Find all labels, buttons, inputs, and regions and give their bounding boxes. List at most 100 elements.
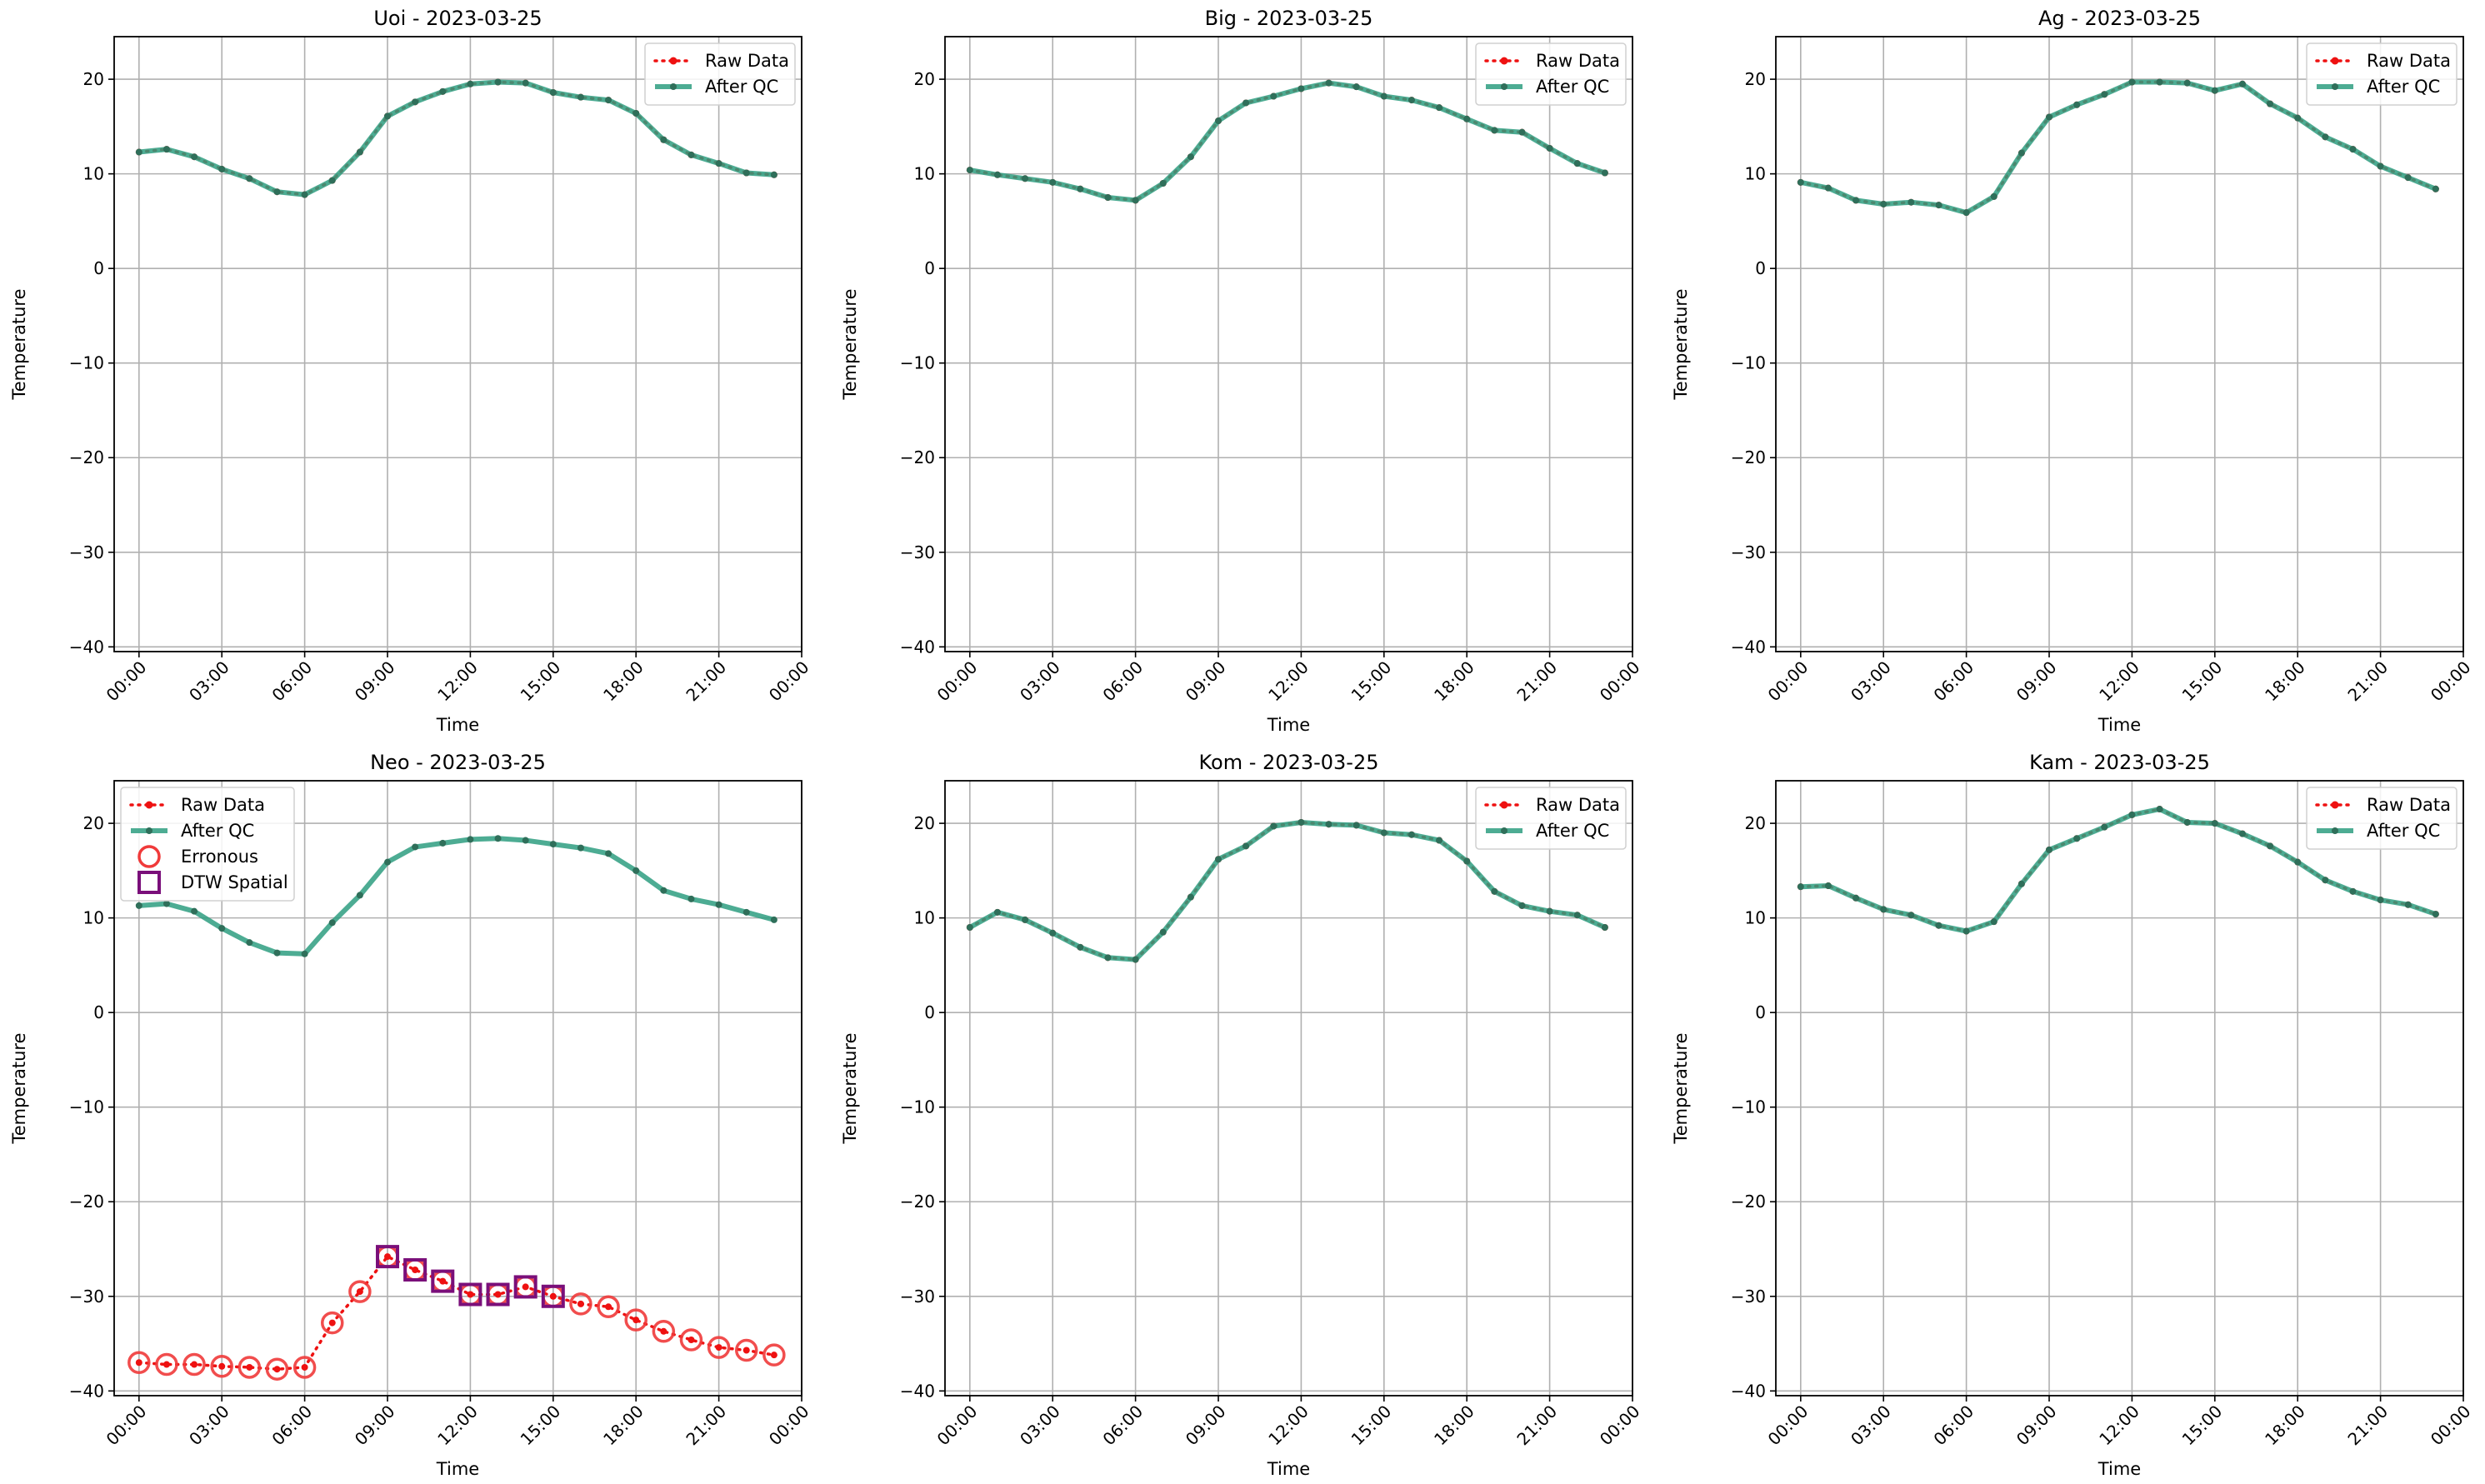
erroneous-marker — [597, 1295, 620, 1319]
after-qc-point — [605, 850, 612, 857]
axes-frame — [113, 780, 802, 1397]
after-qc-point — [1601, 169, 1608, 177]
after-qc-point — [273, 949, 281, 957]
erroneous-marker — [182, 1352, 206, 1377]
after-qc-point — [1380, 829, 1388, 837]
after-qc-point — [439, 839, 447, 847]
after-qc-point — [1325, 821, 1332, 828]
after-qc-point — [1436, 837, 1443, 844]
x-tick-label: 00:00 — [102, 1402, 151, 1450]
after-qc-point — [715, 160, 722, 167]
after-qc-point — [1104, 954, 1112, 962]
x-tick-label: 06:00 — [268, 657, 316, 706]
x-tick-label: 12:00 — [2095, 657, 2143, 706]
x-tick-label: 21:00 — [2343, 1402, 2392, 1450]
dtw-spatial-marker — [486, 1282, 510, 1307]
y-tick-label: 20 — [83, 69, 104, 89]
legend-label: Raw Data — [2367, 795, 2451, 815]
legend-raw-marker — [2331, 801, 2339, 809]
raw-data-point — [301, 1363, 308, 1371]
after-qc-point — [2377, 162, 2384, 170]
dtw-spatial-marker — [513, 1275, 538, 1299]
y-tick-label: −40 — [1731, 1381, 1766, 1401]
x-tick-label: 12:00 — [433, 657, 482, 706]
after-qc-point — [1546, 144, 1553, 152]
after-qc-point — [2238, 80, 2246, 87]
subplot-4: 00:00 03:00 06:00 09:00 12:00 15:00 18:00 21:00… — [9, 751, 813, 1479]
after-qc-point — [2294, 858, 2302, 866]
after-qc-point — [1187, 893, 1194, 901]
axes-frame — [944, 780, 1633, 1397]
legend-box — [120, 787, 295, 902]
after-qc-point — [660, 136, 668, 143]
after-qc-point — [632, 109, 640, 117]
x-tick-label: 00:00 — [1596, 657, 1644, 706]
legend-label: Raw Data — [1536, 795, 1620, 815]
y-axis-label: Temperature — [840, 288, 860, 400]
legend-raw-marker — [1500, 801, 1508, 809]
after-qc-point — [1132, 197, 1139, 204]
y-tick-label: −10 — [1731, 1097, 1766, 1117]
legend-box — [644, 42, 796, 106]
x-tick-label: 00:00 — [102, 657, 151, 706]
raw-data-point — [605, 1303, 612, 1311]
after-qc-point — [2211, 820, 2218, 827]
after-qc-point — [301, 191, 308, 198]
dtw-spatial-marker — [458, 1282, 482, 1307]
after-qc-point — [273, 188, 281, 196]
after-qc-point — [191, 907, 198, 915]
x-tick-label: 21:00 — [1512, 657, 1561, 706]
after-qc-point — [439, 87, 447, 95]
legend-label: Raw Data — [1536, 51, 1620, 71]
y-tick-label: 10 — [83, 164, 104, 184]
after-qc-point — [246, 939, 253, 947]
y-tick-label: −40 — [69, 637, 104, 657]
y-tick-label: 10 — [1745, 164, 1766, 184]
after-qc-point — [412, 98, 419, 106]
after-qc-point — [412, 843, 419, 851]
y-tick-label: 10 — [914, 164, 935, 184]
chart-title: Kam - 2023-03-25 — [2029, 751, 2210, 774]
raw-data-point — [715, 1344, 722, 1352]
x-axis-label: Time — [1267, 715, 1310, 735]
after-qc-point — [577, 93, 584, 101]
y-tick-label: 20 — [83, 813, 104, 833]
after-qc-point — [1049, 929, 1057, 937]
x-tick-label: 12:00 — [1264, 1402, 1312, 1450]
y-tick-label: −30 — [69, 542, 104, 562]
after-qc-point — [1380, 92, 1388, 100]
x-tick-label: 12:00 — [2095, 1402, 2143, 1450]
legend-label: Raw Data — [705, 51, 789, 71]
axes-frame — [944, 36, 1633, 652]
after-qc-point — [1352, 83, 1360, 91]
x-tick-label: 12:00 — [1264, 657, 1312, 706]
after-qc-line — [968, 820, 1607, 962]
after-qc-point — [1298, 818, 1305, 826]
after-qc-point — [1935, 922, 1942, 929]
x-tick-label: 15:00 — [2178, 657, 2227, 706]
after-qc-point — [301, 950, 308, 957]
after-qc-point — [770, 916, 778, 923]
x-tick-label: 06:00 — [1929, 657, 1978, 706]
after-qc-point — [1463, 857, 1471, 865]
after-qc-point — [1077, 943, 1084, 951]
after-qc-line — [1800, 807, 2437, 934]
x-axis-label: Time — [436, 1459, 479, 1479]
raw-data-point — [356, 1288, 363, 1296]
x-tick-label: 00:00 — [1764, 657, 1812, 706]
y-tick-label: −40 — [900, 1381, 935, 1401]
plot-area — [128, 835, 786, 1381]
legend-qc-marker — [1501, 83, 1508, 90]
after-qc-point — [494, 835, 502, 842]
after-qc-point — [356, 148, 363, 156]
legend-label: DTW Spatial — [181, 872, 288, 892]
x-axis-label: Time — [1267, 1459, 1310, 1479]
after-qc-point — [966, 167, 973, 174]
x-tick-label: 15:00 — [517, 657, 565, 706]
legend-raw-marker — [1500, 57, 1508, 65]
after-qc-point — [2046, 113, 2053, 121]
after-qc-point — [1518, 902, 1526, 909]
y-tick-label: −10 — [900, 1097, 935, 1117]
x-tick-label: 00:00 — [2427, 657, 2475, 706]
after-qc-point — [2267, 100, 2274, 107]
